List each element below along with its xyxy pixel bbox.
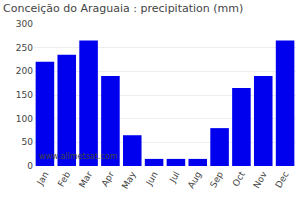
svg-text:Feb: Feb xyxy=(56,170,73,189)
svg-text:150: 150 xyxy=(16,90,33,100)
svg-text:Jun: Jun xyxy=(144,170,160,188)
svg-text:Conceição do Araguaia : precip: Conceição do Araguaia : precipitation (m… xyxy=(3,2,243,15)
svg-text:Sep: Sep xyxy=(208,170,225,190)
svg-text:0: 0 xyxy=(27,161,33,171)
svg-text:200: 200 xyxy=(16,66,33,76)
svg-text:www.allmetsat.com: www.allmetsat.com xyxy=(39,152,118,161)
svg-text:Nov: Nov xyxy=(251,169,269,190)
svg-text:50: 50 xyxy=(22,137,34,147)
svg-text:Apr: Apr xyxy=(100,169,117,188)
svg-text:Aug: Aug xyxy=(186,170,203,190)
svg-text:250: 250 xyxy=(16,43,33,53)
svg-text:Oct: Oct xyxy=(231,169,248,188)
svg-text:Mar: Mar xyxy=(77,169,94,189)
svg-text:Jul: Jul xyxy=(167,170,182,185)
svg-text:May: May xyxy=(120,169,138,191)
svg-text:Dec: Dec xyxy=(273,170,290,190)
svg-text:300: 300 xyxy=(16,19,33,29)
svg-text:100: 100 xyxy=(16,114,33,124)
svg-text:Jan: Jan xyxy=(34,170,50,188)
